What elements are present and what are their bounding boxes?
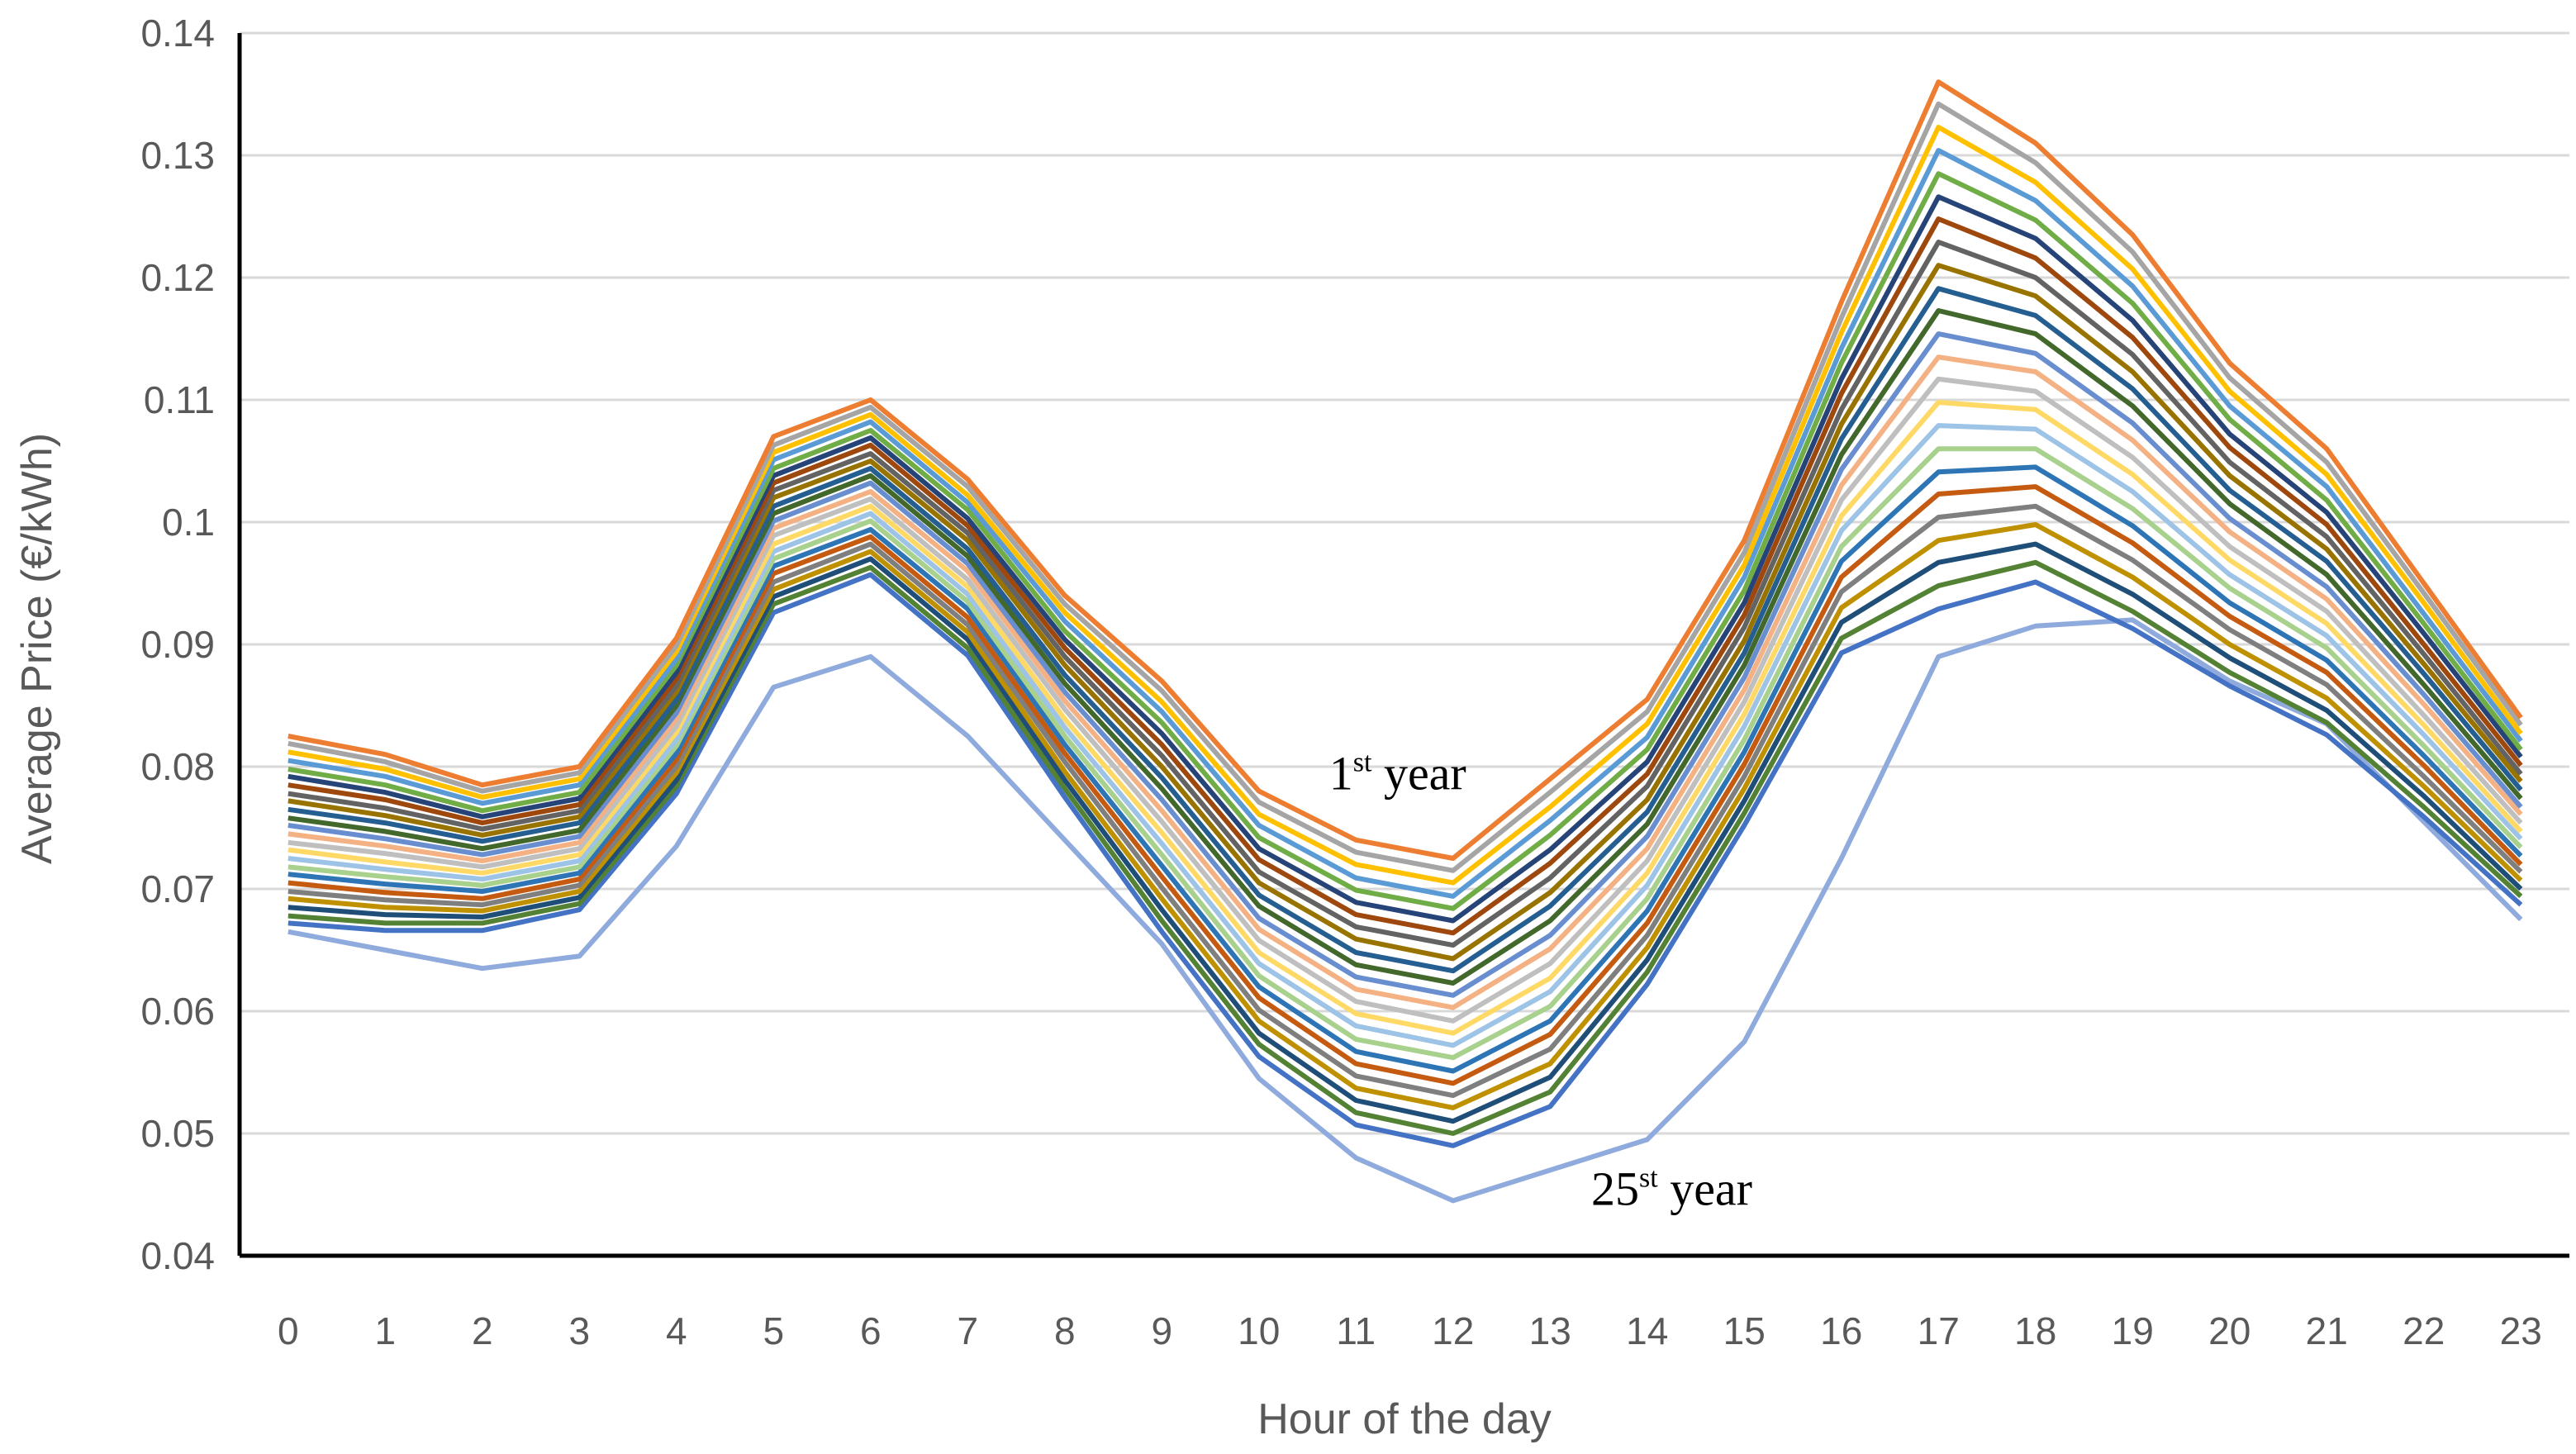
annotation-last-year: 25st year [1591,1162,1752,1216]
x-tick-label: 2 [472,1309,493,1352]
x-tick-label: 12 [1432,1309,1474,1352]
series-line [288,503,2523,1099]
annotation-last-year-tail: year [1658,1162,1752,1216]
series-lines [288,79,2523,1204]
y-tick-label: 0.08 [140,745,215,788]
y-tick-label: 0.12 [140,256,215,299]
series-line [288,171,2523,911]
series-line [288,308,2523,986]
x-tick-label: 14 [1626,1309,1668,1352]
series-line [288,263,2523,962]
x-tick-label: 7 [957,1309,978,1352]
series-line [288,79,2523,861]
series-line [288,423,2523,1048]
annotation-first-year-base: 1 [1329,746,1353,800]
series-line [288,286,2523,974]
y-tick-label: 0.06 [140,990,215,1033]
x-tick-label: 10 [1238,1309,1280,1352]
series-line [288,559,2523,1136]
y-tick-label: 0.13 [140,134,215,177]
series-line [288,216,2523,936]
x-tick-label: 9 [1151,1309,1172,1352]
series-line [288,572,2523,1148]
y-tick-labels: 0.04 0.05 0.06 0.07 0.08 0.09 0.1 0.11 0.12 0.13 0… [140,12,215,1277]
x-tick-label: 8 [1054,1309,1076,1352]
y-axis-title: Average Price (€/kWh) [13,433,61,864]
y-tick-label: 0.07 [140,867,215,910]
x-tick-label: 23 [2500,1309,2542,1352]
x-axis-title: Hour of the day [1257,1395,1552,1443]
series-line [288,376,2523,1024]
series-line [288,101,2523,873]
y-tick-label: 0.11 [144,378,215,421]
y-tick-label: 0.09 [140,623,215,666]
series-line [288,125,2523,886]
x-tick-label: 18 [2014,1309,2056,1352]
annotation-last-year-base: 25 [1591,1162,1639,1216]
x-tick-label: 21 [2306,1309,2348,1352]
x-tick-label: 3 [568,1309,590,1352]
series-line [288,240,2523,948]
x-tick-label: 1 [374,1309,396,1352]
x-tick-label: 5 [763,1309,784,1352]
series-line [288,148,2523,899]
x-tick-label: 4 [666,1309,687,1352]
y-tick-label: 0.14 [140,12,215,55]
x-tick-label: 22 [2403,1309,2445,1352]
x-tick-label: 16 [1820,1309,1862,1352]
x-tick-label: 20 [2208,1309,2250,1352]
x-tick-label: 15 [1723,1309,1766,1352]
y-tick-label: 0.1 [162,501,215,544]
series-line [288,541,2523,1124]
x-tick-label: 19 [2112,1309,2154,1352]
series-line [288,400,2523,1036]
annotation-first-year-sup: st [1353,747,1372,777]
x-tick-label: 6 [860,1309,882,1352]
series-line [288,484,2523,1086]
x-tick-label: 0 [278,1309,299,1352]
annotation-first-year-tail: year [1371,746,1466,800]
annotation-first-year: 1st year [1329,746,1466,800]
axes [237,33,2569,1258]
y-tick-label: 0.04 [140,1234,215,1277]
x-tick-label: 13 [1529,1309,1571,1352]
y-tick-label: 0.05 [140,1112,215,1155]
x-tick-labels: 0 1 2 3 4 5 6 7 8 9 10 11 12 13 14 15 16 17 18 19 20 21 22 23 [278,1309,2542,1352]
series-line [288,331,2523,998]
x-tick-label: 17 [1918,1309,1960,1352]
series-line [288,194,2523,924]
series-line [288,354,2523,1010]
series-line [288,446,2523,1061]
series-line [288,522,2523,1110]
x-tick-label: 11 [1336,1309,1376,1352]
series-line [288,464,2523,1074]
series-line [288,617,2523,1204]
annotation-last-year-sup: st [1639,1163,1658,1194]
